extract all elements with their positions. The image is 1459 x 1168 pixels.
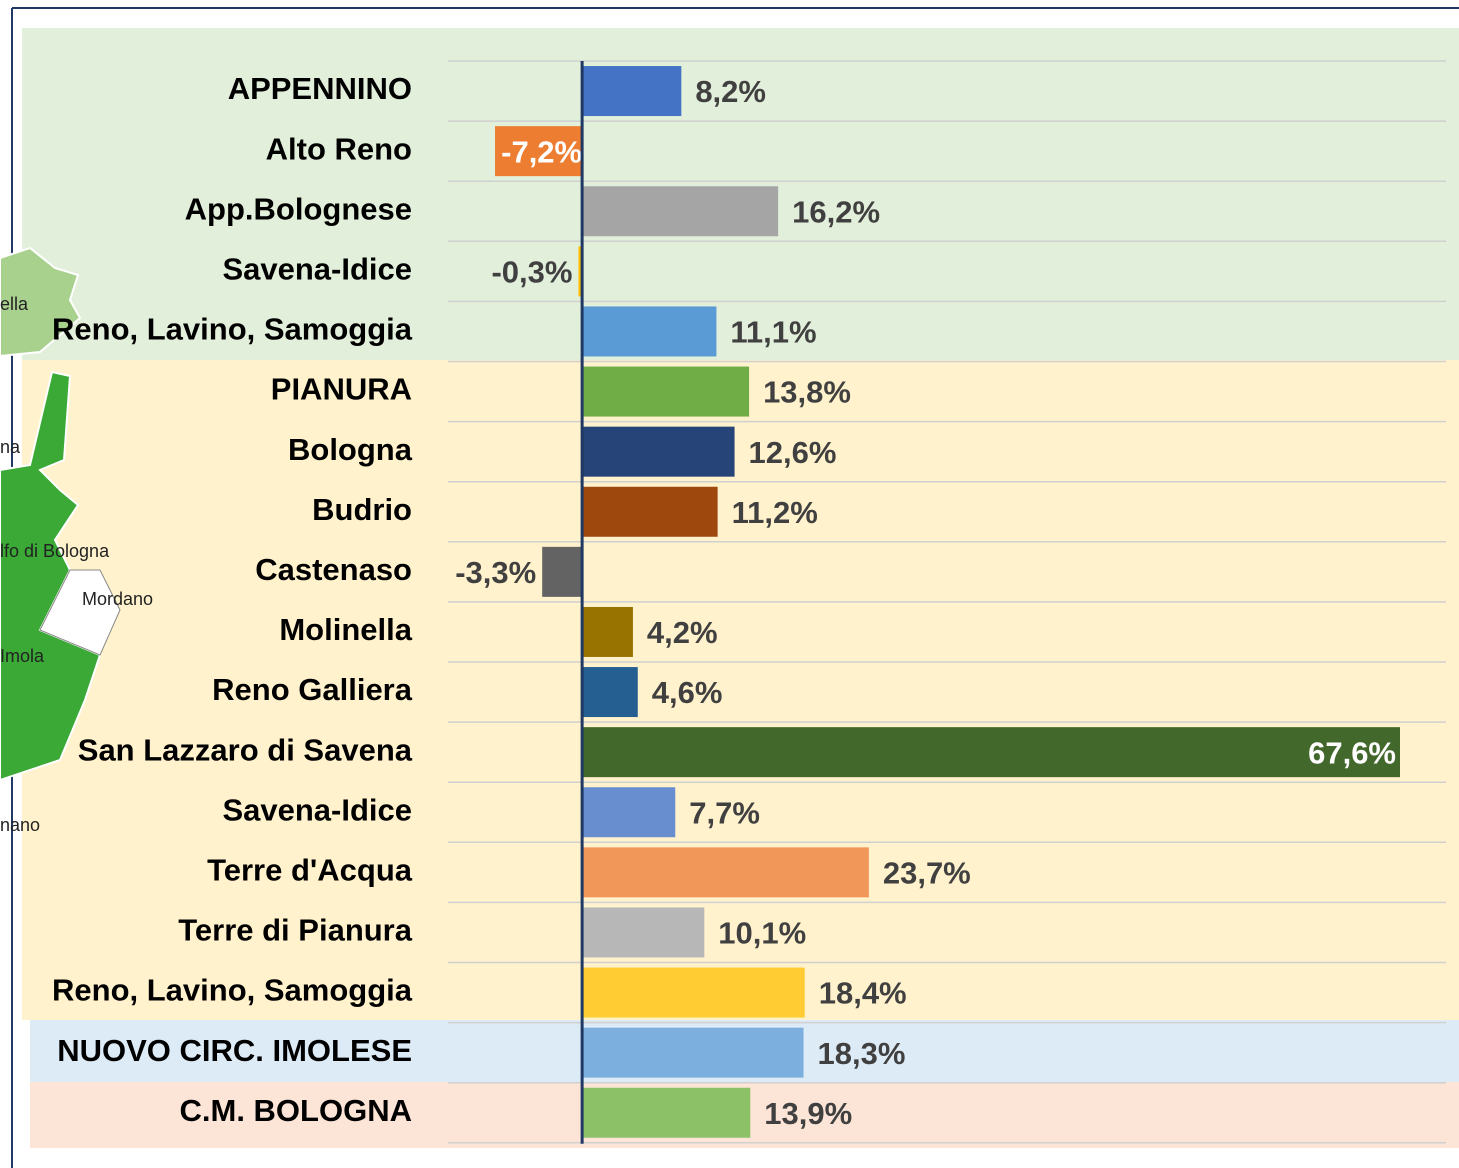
category-label: Terre di Pianura	[178, 913, 412, 948]
category-label: Reno Galliera	[212, 672, 413, 707]
bar	[582, 727, 1400, 778]
value-label: 18,3%	[818, 1036, 906, 1071]
bar	[582, 967, 805, 1018]
map-label: nano	[0, 815, 40, 835]
bar	[582, 606, 633, 657]
category-label: PIANURA	[271, 372, 412, 407]
bar	[542, 546, 583, 597]
bar	[582, 907, 705, 958]
value-label: -3,3%	[455, 555, 536, 590]
category-label: Budrio	[312, 492, 412, 527]
value-label: 16,2%	[792, 194, 880, 229]
category-label: Terre d'Acqua	[207, 853, 413, 888]
category-label: NUOVO CIRC. IMOLESE	[57, 1033, 412, 1068]
bar	[582, 787, 676, 838]
value-label: 23,7%	[883, 856, 971, 891]
value-label: 7,7%	[689, 795, 760, 830]
bar	[582, 306, 717, 357]
bar	[582, 667, 638, 718]
bar	[495, 126, 583, 177]
map-label: ella	[0, 294, 29, 314]
bar	[582, 486, 718, 537]
value-label: 4,2%	[647, 615, 718, 650]
bar	[582, 1087, 751, 1138]
category-label: Castenaso	[255, 552, 412, 587]
value-label: -7,2%	[501, 134, 582, 169]
category-label: Reno, Lavino, Samoggia	[52, 973, 413, 1008]
value-label: 67,6%	[1308, 735, 1396, 770]
map-label: Imola	[0, 646, 45, 666]
value-label: 18,4%	[819, 976, 907, 1011]
category-label: APPENNINO	[228, 71, 412, 106]
bar	[582, 66, 682, 117]
value-label: -0,3%	[491, 255, 572, 290]
value-label: 12,6%	[749, 435, 837, 470]
bar	[582, 426, 735, 477]
map-label: na	[0, 437, 21, 457]
category-label: Savena-Idice	[222, 252, 412, 287]
bar	[582, 366, 750, 417]
value-label: 11,2%	[732, 495, 818, 530]
bar	[582, 1027, 804, 1078]
category-label: Reno, Lavino, Samoggia	[52, 312, 413, 347]
bar	[578, 246, 583, 297]
value-label: 13,9%	[764, 1096, 852, 1131]
map-border	[39, 569, 121, 656]
map-label: Mordano	[82, 589, 153, 609]
value-label: 4,6%	[652, 675, 723, 710]
category-label: San Lazzaro di Savena	[78, 732, 413, 767]
value-label: 11,1%	[730, 315, 816, 350]
value-label: 10,1%	[718, 916, 806, 951]
map-label: lfo di Bologna	[0, 541, 110, 561]
category-label: Savena-Idice	[222, 792, 412, 827]
category-label: Molinella	[279, 612, 412, 647]
value-label: 13,8%	[763, 375, 851, 410]
category-label: Alto Reno	[266, 131, 412, 166]
map-area	[0, 246, 82, 358]
bar	[582, 186, 779, 237]
category-label: Bologna	[288, 432, 413, 467]
value-label: 8,2%	[695, 74, 766, 109]
category-label: App.Bolognese	[185, 191, 412, 226]
group-band	[22, 360, 1459, 1020]
bar	[582, 847, 869, 898]
category-label: C.M. BOLOGNA	[180, 1093, 413, 1128]
